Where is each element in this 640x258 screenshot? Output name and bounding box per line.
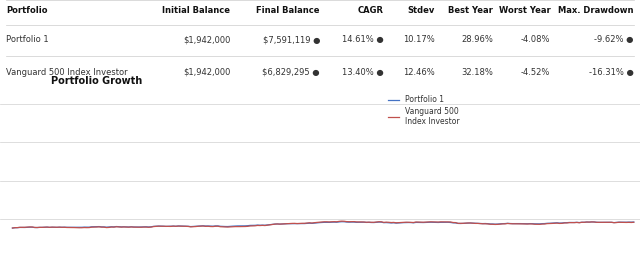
Text: -9.62% ●: -9.62% ● [594, 35, 634, 44]
Portfolio 1 [447, 221, 454, 224]
Text: 14.61% ●: 14.61% ● [342, 35, 384, 44]
Text: $1,942,000: $1,942,000 [183, 68, 230, 77]
Vanguard 500
Index Investor [447, 220, 454, 223]
Text: 12.46%: 12.46% [403, 68, 435, 77]
Text: -4.08%: -4.08% [521, 35, 550, 44]
Portfolio 1 [195, 224, 202, 228]
Vanguard 500
Index Investor [195, 225, 202, 228]
Text: Portfolio 1: Portfolio 1 [6, 35, 49, 44]
Portfolio 1 [21, 226, 29, 229]
Line: Portfolio 1: Portfolio 1 [12, 222, 634, 228]
Portfolio 1 [338, 220, 346, 223]
Portfolio 1 [630, 221, 637, 224]
Vanguard 500
Index Investor [8, 227, 16, 230]
Text: Final Balance: Final Balance [257, 6, 320, 15]
Vanguard 500
Index Investor [630, 221, 637, 224]
Text: Best Year: Best Year [448, 6, 493, 15]
Vanguard 500
Index Investor [504, 222, 511, 225]
Text: 10.17%: 10.17% [403, 35, 435, 44]
Text: Initial Balance: Initial Balance [163, 6, 230, 15]
Text: Max. Drawdown: Max. Drawdown [558, 6, 634, 15]
Portfolio 1 [8, 227, 16, 230]
Line: Vanguard 500
Index Investor: Vanguard 500 Index Investor [12, 221, 634, 228]
Legend: Portfolio 1, Vanguard 500
Index Investor: Portfolio 1, Vanguard 500 Index Investor [388, 95, 460, 126]
Text: 32.18%: 32.18% [461, 68, 493, 77]
Vanguard 500
Index Investor [618, 221, 625, 224]
Text: Portfolio: Portfolio [6, 6, 48, 15]
Text: $6,829,295 ●: $6,829,295 ● [262, 68, 320, 77]
Portfolio 1 [407, 221, 415, 224]
Text: Portfolio Growth: Portfolio Growth [51, 76, 143, 86]
Portfolio 1 [504, 222, 511, 225]
Vanguard 500
Index Investor [338, 220, 346, 223]
Text: $1,942,000: $1,942,000 [183, 35, 230, 44]
Portfolio 1 [618, 221, 625, 224]
Text: 28.96%: 28.96% [461, 35, 493, 44]
Text: Vanguard 500 Index Investor: Vanguard 500 Index Investor [6, 68, 128, 77]
Vanguard 500
Index Investor [407, 221, 415, 224]
Vanguard 500
Index Investor [21, 226, 29, 229]
Text: CAGR: CAGR [358, 6, 384, 15]
Text: -16.31% ●: -16.31% ● [589, 68, 634, 77]
Text: $7,591,119 ●: $7,591,119 ● [262, 35, 320, 44]
Text: Stdev: Stdev [408, 6, 435, 15]
Text: Worst Year: Worst Year [499, 6, 550, 15]
Text: -4.52%: -4.52% [521, 68, 550, 77]
Text: 13.40% ●: 13.40% ● [342, 68, 384, 77]
